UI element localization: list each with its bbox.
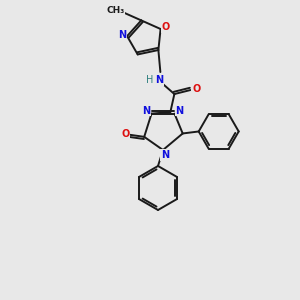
Text: N: N bbox=[118, 30, 126, 40]
Text: N: N bbox=[155, 75, 164, 85]
Text: O: O bbox=[121, 129, 129, 139]
Text: CH₃: CH₃ bbox=[106, 6, 124, 15]
Text: O: O bbox=[192, 84, 200, 94]
Text: N: N bbox=[142, 106, 151, 116]
Text: N: N bbox=[161, 150, 169, 160]
Text: N: N bbox=[176, 106, 184, 116]
Text: O: O bbox=[161, 22, 170, 32]
Text: H: H bbox=[146, 75, 153, 85]
